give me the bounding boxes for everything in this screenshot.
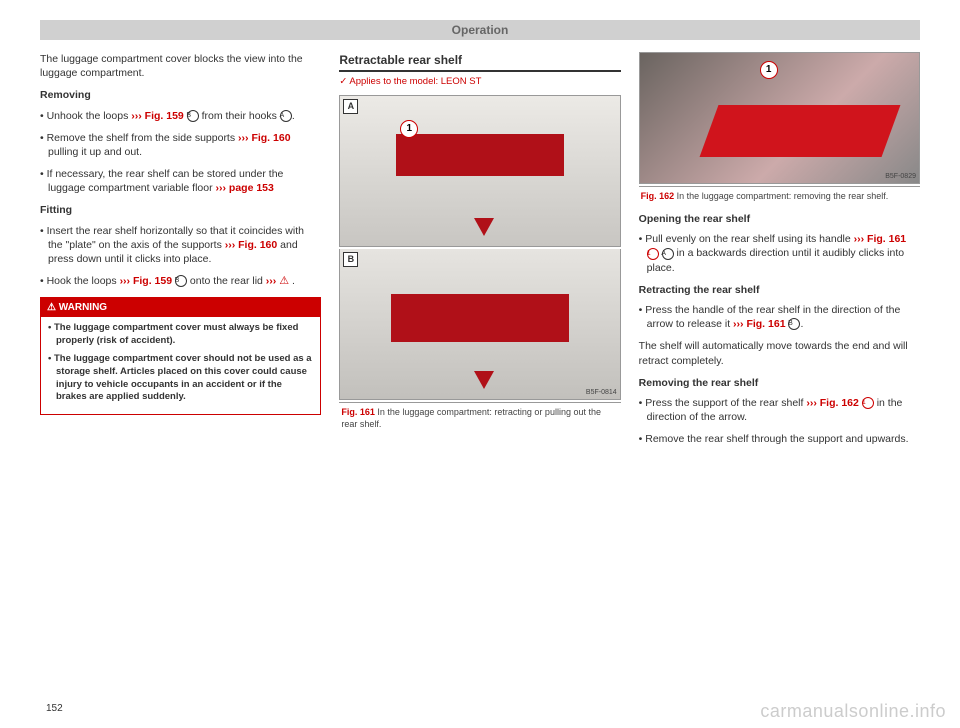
- manual-page: Operation The luggage compartment cover …: [40, 20, 920, 454]
- shelf-graphic-b: [391, 294, 570, 342]
- applies-to: Applies to the model: LEON ST: [339, 76, 620, 89]
- warning-body: The luggage compartment cover must alway…: [41, 317, 320, 414]
- warning-triangle-icon: ⚠: [279, 275, 289, 287]
- opening-step-1: Pull evenly on the rear shelf using its …: [639, 232, 920, 275]
- removing-step-2: Remove the shelf from the side supports …: [40, 131, 321, 159]
- removing-step-3: If necessary, the rear shelf can be stor…: [40, 167, 321, 195]
- warning-item-1: The luggage compartment cover must alway…: [48, 322, 313, 348]
- shelf-graphic-162: [700, 105, 901, 157]
- opening-heading: Opening the rear shelf: [639, 212, 920, 226]
- warning-box: ⚠ WARNING The luggage compartment cover …: [40, 297, 321, 415]
- fitting-step-2: Hook the loops ››› Fig. 159 B onto the r…: [40, 274, 321, 289]
- removing-shelf-step-2: Remove the rear shelf through the suppor…: [639, 432, 920, 446]
- shelf-graphic-a: [396, 134, 564, 176]
- warning-item-2: The luggage compartment cover should not…: [48, 353, 313, 404]
- fitting-heading: Fitting: [40, 203, 321, 217]
- column-1: The luggage compartment cover blocks the…: [40, 52, 321, 454]
- retracting-heading: Retracting the rear shelf: [639, 283, 920, 297]
- panel-badge-a: A: [343, 99, 358, 114]
- removing-heading: Removing: [40, 88, 321, 102]
- page-number: 152: [46, 703, 63, 714]
- removing-shelf-heading: Removing the rear shelf: [639, 376, 920, 390]
- callout-1: 1: [760, 61, 778, 79]
- removing-shelf-step-1: Press the support of the rear shelf ››› …: [639, 396, 920, 424]
- figure-162: 1 B5F-0829: [639, 52, 920, 184]
- retracting-step-1: Press the handle of the rear shelf in th…: [639, 303, 920, 331]
- panel-badge-b: B: [343, 252, 358, 267]
- header-operation: Operation: [40, 20, 920, 40]
- caption-161: Fig. 161 In the luggage compartment: ret…: [339, 402, 620, 430]
- watermark: carmanualsonline.info: [760, 701, 946, 722]
- figure-code-162: B5F-0829: [885, 172, 916, 181]
- figure-code-161: B5F-0814: [586, 388, 617, 397]
- caption-162: Fig. 162 In the luggage compartment: rem…: [639, 186, 920, 202]
- arrow-down-icon: [474, 218, 494, 236]
- intro-text: The luggage compartment cover blocks the…: [40, 52, 321, 80]
- fitting-step-1: Insert the rear shelf horizontally so th…: [40, 224, 321, 267]
- column-2: Retractable rear shelf Applies to the mo…: [339, 52, 620, 454]
- column-3: 1 B5F-0829 Fig. 162 In the luggage compa…: [639, 52, 920, 454]
- removing-step-1: Unhook the loops ››› Fig. 159 B from the…: [40, 109, 321, 123]
- figure-161-a: A 1: [339, 95, 620, 247]
- content-columns: The luggage compartment cover blocks the…: [40, 52, 920, 454]
- retracting-note: The shelf will automatically move toward…: [639, 339, 920, 367]
- warning-head: ⚠ WARNING: [41, 298, 320, 318]
- figure-161-b: B B5F-0814: [339, 249, 620, 400]
- arrow-down-icon: [474, 371, 494, 389]
- section-retractable: Retractable rear shelf: [339, 52, 620, 72]
